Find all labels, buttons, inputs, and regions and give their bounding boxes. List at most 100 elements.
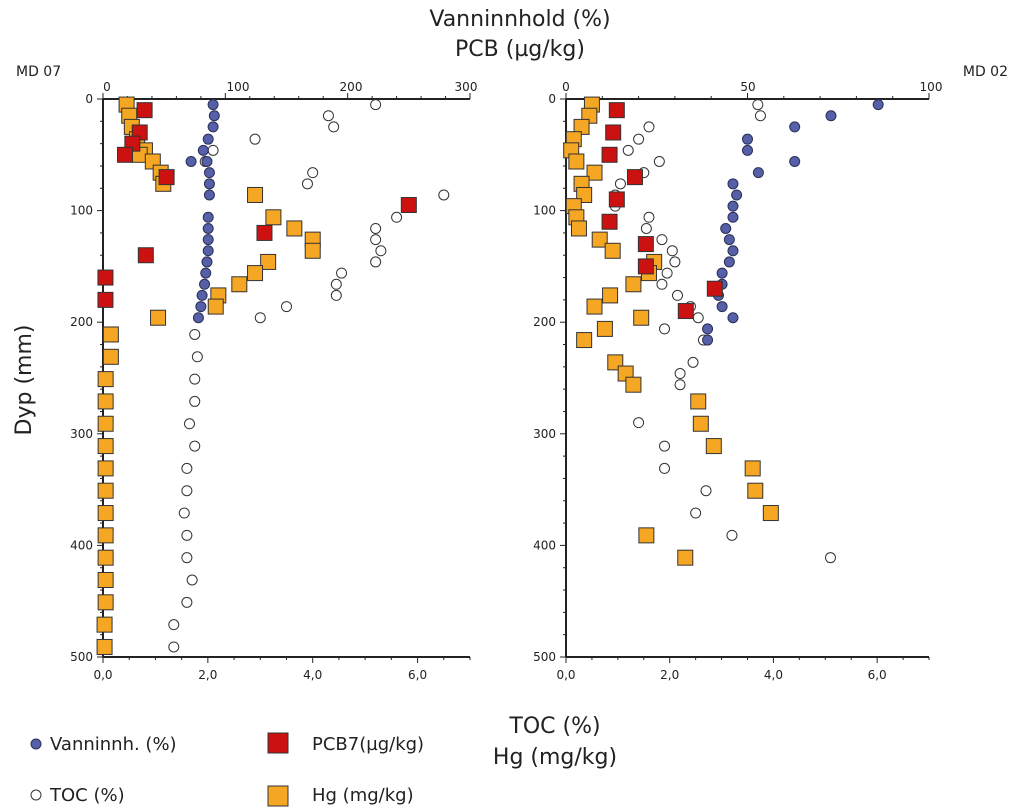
y-tick-label: 400 bbox=[533, 538, 556, 552]
pcb-point bbox=[608, 102, 625, 119]
toc-point bbox=[281, 301, 292, 313]
hg-point bbox=[207, 298, 224, 315]
vanninnhold-point bbox=[195, 301, 207, 313]
toc-point bbox=[726, 529, 738, 541]
vanninnhold-point bbox=[196, 289, 208, 301]
toc-point bbox=[391, 211, 403, 223]
series-vanninnh bbox=[702, 99, 884, 346]
hg-point bbox=[260, 253, 277, 270]
site-label: MD 02 bbox=[963, 64, 1008, 80]
vanninnhold-point bbox=[185, 155, 197, 167]
y-tick-label: 200 bbox=[70, 315, 93, 329]
hg-point bbox=[591, 231, 608, 248]
toc-point bbox=[191, 351, 203, 363]
series-hg-mg-kg bbox=[96, 96, 321, 655]
hg-point bbox=[633, 309, 650, 326]
vanninnhold-point bbox=[202, 245, 214, 257]
pcb-point bbox=[601, 213, 618, 230]
series-hg-mg-kg bbox=[563, 96, 779, 566]
toc-point bbox=[614, 178, 626, 190]
site-label: MD 07 bbox=[16, 64, 61, 80]
hg-point bbox=[102, 326, 119, 343]
legend: Vanninnh. (%) TOC (%) PCB7(µg/kg) Hg (mg… bbox=[30, 732, 424, 807]
toc-point bbox=[700, 485, 712, 497]
vanninnhold-point bbox=[789, 155, 801, 167]
hg-point bbox=[304, 242, 321, 259]
vanninnhold-point bbox=[208, 110, 220, 122]
pcb-point bbox=[637, 258, 654, 275]
vanninnhold-point bbox=[201, 155, 213, 167]
toc-point bbox=[207, 144, 219, 156]
vanninnhold-point bbox=[720, 222, 732, 234]
top-tick-label: 50 bbox=[740, 80, 755, 94]
hg-point bbox=[97, 527, 114, 544]
y-tick-label: 0 bbox=[548, 92, 556, 106]
hg-point bbox=[97, 393, 114, 410]
vanninnhold-point bbox=[199, 278, 211, 290]
hg-point bbox=[568, 153, 585, 170]
pcb-point bbox=[158, 169, 175, 186]
hg-point bbox=[97, 460, 114, 477]
toc-point bbox=[687, 356, 699, 368]
vanninnhold-point bbox=[203, 189, 215, 201]
toc-point bbox=[438, 189, 450, 201]
hg-point bbox=[96, 616, 113, 633]
toc-point bbox=[181, 596, 193, 608]
legend-marker-toc bbox=[30, 789, 42, 801]
vanninnhold-point bbox=[702, 334, 714, 346]
hg-point bbox=[286, 220, 303, 237]
hg-point bbox=[638, 527, 655, 544]
toc-point bbox=[643, 121, 655, 133]
bottom-tick-label: 6,0 bbox=[408, 668, 427, 682]
toc-point bbox=[633, 133, 645, 145]
hg-point bbox=[586, 164, 603, 181]
toc-point bbox=[307, 167, 319, 179]
vanninnhold-point bbox=[727, 211, 739, 223]
toc-point bbox=[322, 110, 334, 122]
toc-point bbox=[189, 440, 201, 452]
toc-point bbox=[301, 178, 313, 190]
top-tick-label: 100 bbox=[920, 80, 943, 94]
toc-point bbox=[640, 222, 652, 234]
toc-point bbox=[330, 278, 342, 290]
toc-point bbox=[370, 234, 382, 246]
vanninnhold-point bbox=[723, 234, 735, 246]
vanninnhold-point bbox=[789, 121, 801, 133]
hg-point bbox=[625, 376, 642, 393]
pcb-point bbox=[97, 269, 114, 286]
bottom-tick-label: 0,0 bbox=[93, 668, 112, 682]
hg-point bbox=[97, 415, 114, 432]
pcb-point bbox=[97, 291, 114, 308]
legend-label-hg: Hg (mg/kg) bbox=[312, 785, 414, 806]
vanninnhold-point bbox=[201, 256, 213, 268]
toc-point bbox=[184, 418, 196, 430]
toc-point bbox=[622, 144, 634, 156]
toc-point bbox=[186, 574, 198, 586]
vanninnhold-point bbox=[727, 178, 739, 190]
toc-point bbox=[674, 379, 686, 391]
toc-point bbox=[370, 99, 382, 111]
legend-item-pcb: PCB7(µg/kg) bbox=[267, 732, 424, 755]
vanninnhold-point bbox=[202, 211, 214, 223]
series-vanninnh bbox=[185, 99, 220, 324]
vanninnhold-point bbox=[825, 110, 837, 122]
pcb-point bbox=[136, 102, 153, 119]
vanninnhold-point bbox=[752, 167, 764, 179]
vanninnhold-point bbox=[727, 312, 739, 324]
vanninnhold-point bbox=[202, 222, 214, 234]
hg-point bbox=[97, 482, 114, 499]
toc-point bbox=[189, 373, 201, 385]
vanninnhold-point bbox=[192, 312, 204, 324]
hg-point bbox=[576, 332, 593, 349]
hg-point bbox=[265, 209, 282, 226]
hg-point bbox=[625, 276, 642, 293]
toc-point bbox=[656, 278, 668, 290]
toc-point bbox=[671, 289, 683, 301]
toc-point bbox=[328, 121, 340, 133]
vanninnhold-point bbox=[727, 245, 739, 257]
hg-point bbox=[96, 638, 113, 655]
hg-point bbox=[97, 505, 114, 522]
toc-point bbox=[653, 155, 665, 167]
toc-point bbox=[669, 256, 681, 268]
